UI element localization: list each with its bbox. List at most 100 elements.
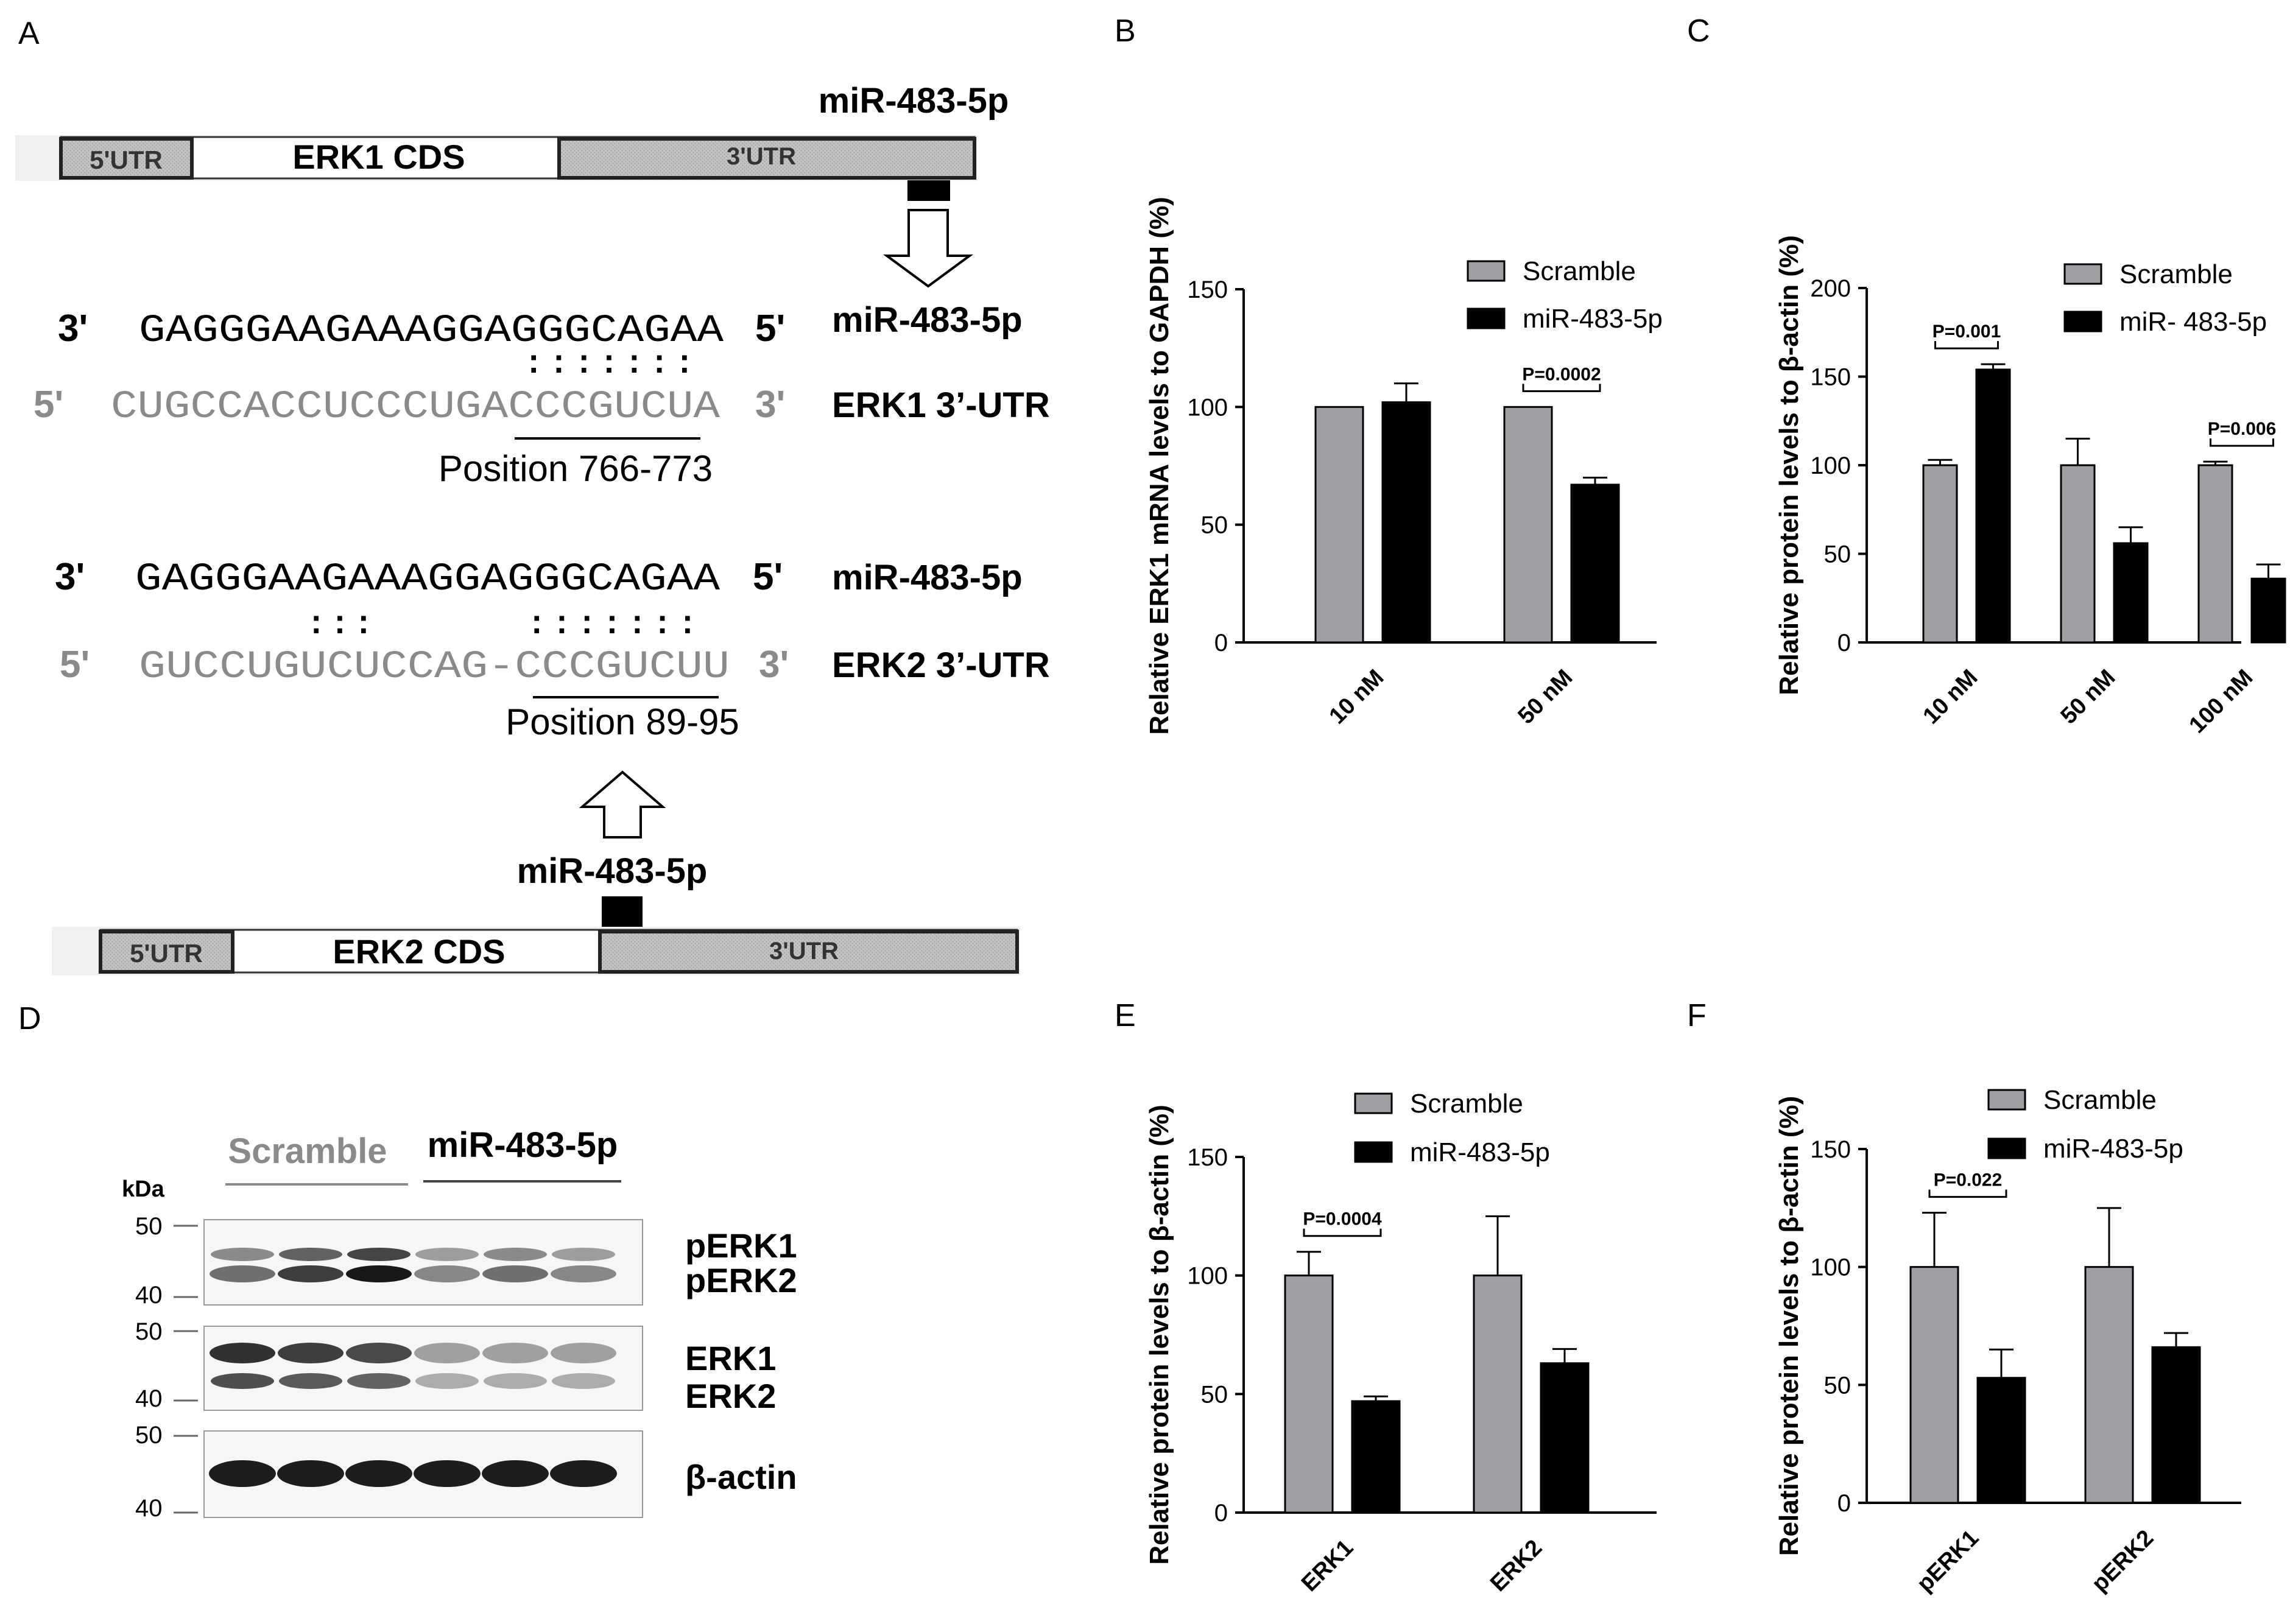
blot-band	[347, 1248, 410, 1261]
p-value-label: P=0.022	[1934, 1170, 2003, 1190]
panel-letter-f: F	[1687, 998, 1707, 1033]
legend-swatch	[2063, 263, 2102, 285]
kda-label: kDa	[122, 1176, 165, 1202]
erk2-gene-map: miR-483-5p 5'UTR ERK2 CDS 3'UTR	[52, 851, 1020, 975]
chart-e: 0 50 100 150 Relative protein levels to β-ac…	[1144, 1089, 1657, 1597]
erk2-cds-label: ERK2 CDS	[333, 932, 505, 971]
mirna-5prime-label: 5'	[755, 308, 785, 350]
blot-band	[345, 1460, 412, 1487]
x-tick-label: pERK2	[2087, 1525, 2159, 1597]
erk1-mirna-site	[907, 180, 950, 201]
legend-label: miR-483-5p	[1410, 1137, 1550, 1167]
erk2-3utr-label: 3'UTR	[769, 938, 839, 965]
erk1-position-label: Position 766-773	[439, 448, 713, 489]
blot-band	[415, 1373, 479, 1389]
y-tick-label: 150	[1810, 1136, 1851, 1163]
legend-swatch	[2063, 311, 2102, 332]
bar	[1314, 406, 1364, 644]
panel-letter-e: E	[1115, 998, 1136, 1033]
bar	[1284, 1274, 1334, 1514]
x-tick-label: pERK1	[1912, 1525, 1984, 1597]
bar	[1975, 368, 2011, 644]
x-tick-label: 100 nM	[2185, 665, 2258, 739]
base-pairing-marks: :::::::	[527, 606, 697, 644]
blot-band	[551, 1343, 616, 1363]
bar	[1540, 1362, 1590, 1514]
x-tick-label: ERK1	[1297, 1535, 1358, 1597]
blot-band	[211, 1373, 274, 1389]
blot-band	[277, 1460, 344, 1487]
bar	[1922, 464, 1958, 644]
y-axis-label: Relative protein levels to β-actin (%)	[1774, 1096, 1804, 1556]
blot-band	[482, 1460, 549, 1487]
blot-band	[414, 1265, 480, 1282]
significance-bracket	[1934, 341, 1999, 350]
mirna-sequence: GAGGGAAGAAAGGAGGGCAGAA	[139, 309, 724, 353]
blot-band	[552, 1373, 615, 1389]
duplex-erk2: 3' GAGGGAAGAAAGGAGGGCAGAA 5' miR-483-5p …	[55, 556, 1050, 838]
mw-marker: 50	[135, 1422, 163, 1449]
bar	[2084, 1266, 2134, 1504]
blot-group-scramble: Scramble	[228, 1131, 387, 1171]
base-pairing-marks: :::::::	[524, 346, 694, 383]
y-tick-label: 100	[1810, 1254, 1851, 1281]
y-axis-label: Relative protein levels to β-actin (%)	[1144, 1105, 1174, 1564]
y-axis-label: Relative ERK1 mRNA levels to GAPDH (%)	[1144, 197, 1174, 734]
x-tick-label: 50 nM	[2056, 665, 2121, 729]
erk1-utr-sequence: CUGCCACCUCCCUGACCCGUCUA	[111, 385, 720, 429]
legend-swatch	[1467, 260, 1506, 282]
panel-letter-b: B	[1115, 13, 1136, 49]
blot-band	[347, 1373, 410, 1389]
target-5prime-label: 5'	[60, 644, 90, 686]
bar	[2060, 464, 2096, 644]
erk2-mirna-site	[602, 896, 643, 927]
up-arrow-icon	[579, 770, 666, 838]
mirna-name: miR-483-5p	[832, 558, 1023, 597]
legend-label: Scramble	[1523, 256, 1636, 286]
duplex-erk1: 3' GAGGGAAGAAAGGAGGGCAGAA 5' miR-483-5p …	[33, 300, 1050, 489]
bar	[1351, 1400, 1401, 1514]
target-3prime-label: 3'	[759, 644, 789, 686]
mirna-5prime-label: 5'	[753, 556, 783, 598]
legend-label: Scramble	[2119, 259, 2233, 289]
bar	[1570, 483, 1620, 644]
mirna-sequence: GAGGGAAGAAAGGAGGGCAGAA	[135, 558, 720, 602]
erk1-utr-name: ERK1 3’-UTR	[832, 385, 1050, 425]
bar	[1503, 406, 1553, 644]
erk2-5utr-box	[99, 930, 234, 974]
p-value-label: P=0.006	[2208, 419, 2277, 439]
erk1-mirna-label: miR-483-5p	[819, 81, 1009, 121]
blot-label-erk1: ERK1	[685, 1339, 776, 1377]
blot-band	[210, 1265, 275, 1282]
y-tick-label: 0	[1837, 1490, 1851, 1517]
x-tick-label: 50 nM	[1513, 665, 1578, 729]
significance-bracket	[1522, 384, 1601, 392]
mw-marker: 40	[135, 1385, 163, 1412]
blot-group-mir: miR-483-5p	[428, 1125, 618, 1165]
blot-band	[278, 1265, 344, 1282]
y-tick-label: 50	[1824, 1372, 1851, 1399]
blot-band	[414, 1460, 481, 1487]
blot-erk	[203, 1326, 643, 1411]
y-tick-label: 50	[1201, 512, 1228, 539]
erk1-5utr-box	[59, 137, 194, 180]
legend-swatch	[1987, 1089, 2026, 1111]
blot-band	[482, 1265, 548, 1282]
target-5prime-label: 5'	[33, 384, 63, 426]
mirna-name: miR-483-5p	[832, 300, 1023, 340]
target-3prime-label: 3'	[755, 384, 785, 426]
x-tick-label: ERK2	[1485, 1535, 1547, 1597]
y-tick-label: 100	[1810, 452, 1851, 479]
erk2-mirna-label: miR-483-5p	[517, 851, 708, 891]
blot-label-actin: β-actin	[685, 1458, 797, 1496]
blot-label-perk2: pERK2	[685, 1261, 797, 1299]
erk1-5utr-label: 5'UTR	[90, 146, 163, 174]
y-tick-label: 0	[1837, 630, 1851, 656]
bar	[1909, 1266, 1959, 1504]
blot-band	[552, 1248, 615, 1261]
mw-marker: 40	[135, 1282, 163, 1309]
bar	[2151, 1346, 2201, 1504]
blot-band	[551, 1265, 616, 1282]
